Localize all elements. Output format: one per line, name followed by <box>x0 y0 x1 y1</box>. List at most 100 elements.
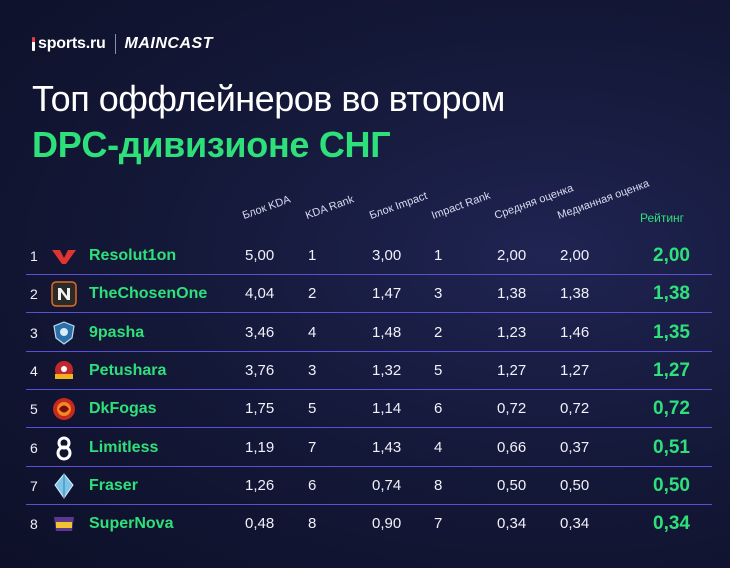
cell-impact-rank: 5 <box>434 361 443 379</box>
player-name: DkFogas <box>89 400 157 418</box>
cell-impact: 1,32 <box>372 361 402 379</box>
cell-avg: 1,23 <box>497 323 527 341</box>
cell-kda: 1,26 <box>245 476 275 494</box>
cell-avg: 1,27 <box>497 361 527 379</box>
player-name: SuperNova <box>89 515 174 533</box>
cell-kda: 1,75 <box>245 400 275 418</box>
cell-impact: 1,43 <box>372 438 402 456</box>
player-name: Limitless <box>89 438 159 456</box>
cell-kda-rank: 7 <box>308 438 317 456</box>
cell-rating: 0,51 <box>653 436 690 458</box>
header-impact: Блок Impact <box>367 189 429 222</box>
player-name: Resolut1on <box>89 247 177 264</box>
cell-impact-rank: 6 <box>434 400 443 418</box>
cell-avg: 0,66 <box>497 438 527 456</box>
cell-rating: 1,38 <box>653 283 690 305</box>
page-title-line2: DPC-дивизионе СНГ <box>32 124 391 165</box>
cell-median: 0,37 <box>560 438 590 456</box>
row-divider <box>26 503 712 505</box>
table-row: 7 Fraser 1,26 6 0,74 8 0,50 0,50 0,50 <box>22 467 712 505</box>
header-kda: Блок KDA <box>240 193 293 222</box>
team-five-icon <box>51 511 77 537</box>
table-row: 3 9pasha 3,46 4 1,48 2 1,23 1,46 1,35 <box>22 314 712 352</box>
cell-kda: 1,19 <box>245 438 275 456</box>
team-crystal-icon <box>51 473 77 499</box>
team-b8-icon <box>51 435 77 461</box>
cell-kda: 0,48 <box>245 515 275 533</box>
cell-impact: 1,14 <box>372 400 402 418</box>
player-name: TheChosenOne <box>89 285 208 303</box>
table-row: 1 Resolut1on 5,00 1 3,00 1 2,00 2,00 2,00 <box>22 237 712 275</box>
cell-median: 1,27 <box>560 361 590 379</box>
cell-rating: 0,50 <box>653 474 690 496</box>
sports-ru-text: sports.ru <box>38 35 106 52</box>
cell-impact-rank: 4 <box>434 438 443 456</box>
cell-impact: 1,47 <box>372 285 402 303</box>
row-rank: 3 <box>30 324 38 341</box>
cell-median: 1,46 <box>560 323 590 341</box>
row-rank: 1 <box>30 248 38 264</box>
cell-impact-rank: 2 <box>434 323 443 341</box>
team-vp-icon <box>51 243 77 269</box>
row-rank: 6 <box>30 439 38 456</box>
row-divider <box>26 312 712 314</box>
cell-kda-rank: 5 <box>308 400 317 418</box>
row-rank: 5 <box>30 401 38 418</box>
cell-median: 2,00 <box>560 247 590 264</box>
row-divider <box>26 350 712 352</box>
cell-avg: 0,50 <box>497 476 527 494</box>
row-divider <box>26 465 712 467</box>
cell-impact: 0,90 <box>372 515 402 533</box>
cell-kda: 5,00 <box>245 247 275 264</box>
cell-impact-rank: 8 <box>434 476 443 494</box>
table-row: 5 DkFogas 1,75 5 1,14 6 0,72 0,72 0,72 <box>22 390 712 429</box>
cell-impact-rank: 3 <box>434 285 443 303</box>
cell-median: 0,50 <box>560 476 590 494</box>
player-name: Fraser <box>89 476 138 494</box>
cell-rating: 1,27 <box>653 359 690 381</box>
table-row: 8 SuperNova 0,48 8 0,90 7 0,34 0,34 0,34 <box>22 505 712 543</box>
table-row: 4 Petushara 3,76 3 1,32 5 1,27 1,27 1,27 <box>22 352 712 390</box>
row-divider <box>26 427 712 429</box>
cell-kda: 3,76 <box>245 361 275 379</box>
logo-divider <box>114 34 116 54</box>
cell-kda: 4,04 <box>245 285 275 303</box>
team-nemiga-icon <box>51 281 77 308</box>
page-title-line1: Топ оффлейнеров во втором <box>32 78 505 119</box>
cell-avg: 1,38 <box>497 285 527 303</box>
cell-rating: 0,72 <box>653 398 690 420</box>
cell-median: 1,38 <box>560 285 590 303</box>
cell-kda-rank: 3 <box>308 361 317 379</box>
cell-kda-rank: 4 <box>308 323 317 341</box>
sports-ru-mark-icon <box>32 37 35 51</box>
row-rank: 2 <box>30 286 38 303</box>
cell-rating: 1,35 <box>653 321 690 343</box>
cell-rating: 2,00 <box>653 245 690 266</box>
cell-impact: 3,00 <box>372 247 402 264</box>
cell-kda: 3,46 <box>245 323 275 341</box>
cell-kda-rank: 6 <box>308 476 317 494</box>
header-impact-rank: Impact Rank <box>429 189 493 222</box>
cell-median: 0,34 <box>560 515 590 533</box>
cell-avg: 2,00 <box>497 247 527 264</box>
player-name: Petushara <box>89 361 167 379</box>
maincast-logo: MAINCAST <box>124 35 213 52</box>
header-rating: Рейтинг <box>640 211 685 225</box>
table-row: 6 Limitless 1,19 7 1,43 4 0,66 0,37 0,51 <box>22 429 712 467</box>
cell-impact: 1,48 <box>372 323 402 341</box>
table-row: 2 TheChosenOne 4,04 2 1,47 3 1,38 1,38 1,38 <box>22 275 712 314</box>
row-divider <box>26 388 712 390</box>
player-name: 9pasha <box>89 323 145 341</box>
row-divider <box>26 274 712 275</box>
team-cyber-icon <box>51 358 77 384</box>
sports-ru-logo: sports.ru <box>32 35 106 53</box>
team-knight-icon <box>51 320 77 346</box>
header-kda-rank: KDA Rank <box>303 193 356 222</box>
cell-impact: 0,74 <box>372 476 402 494</box>
row-rank: 7 <box>30 477 38 494</box>
cell-kda-rank: 1 <box>308 247 317 264</box>
cell-impact-rank: 7 <box>434 515 443 533</box>
cell-kda-rank: 2 <box>308 285 317 303</box>
team-dragon-icon <box>51 396 77 422</box>
cell-median: 0,72 <box>560 400 590 418</box>
